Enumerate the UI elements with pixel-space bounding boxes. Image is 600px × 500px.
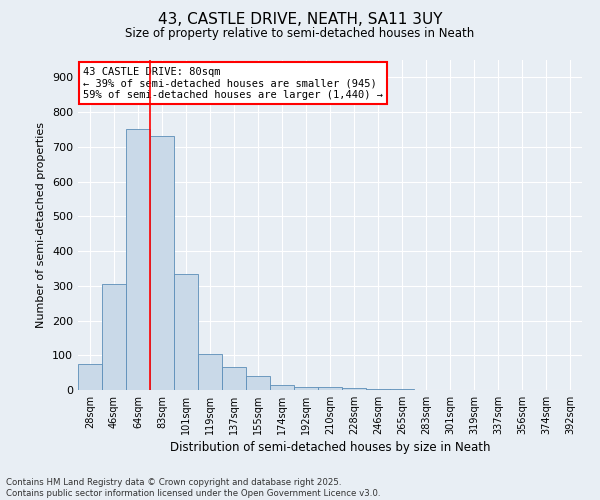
Bar xyxy=(270,385,294,390)
Bar xyxy=(78,364,102,390)
Bar xyxy=(126,130,150,390)
Bar xyxy=(174,274,198,390)
Bar xyxy=(150,136,174,390)
Bar xyxy=(342,388,366,390)
Bar xyxy=(294,386,318,390)
Y-axis label: Number of semi-detached properties: Number of semi-detached properties xyxy=(37,122,46,328)
Bar xyxy=(246,376,270,390)
X-axis label: Distribution of semi-detached houses by size in Neath: Distribution of semi-detached houses by … xyxy=(170,441,490,454)
Text: 43 CASTLE DRIVE: 80sqm
← 39% of semi-detached houses are smaller (945)
59% of se: 43 CASTLE DRIVE: 80sqm ← 39% of semi-det… xyxy=(83,66,383,100)
Bar xyxy=(366,389,390,390)
Bar xyxy=(102,284,126,390)
Bar xyxy=(318,387,342,390)
Bar xyxy=(198,354,222,390)
Text: 43, CASTLE DRIVE, NEATH, SA11 3UY: 43, CASTLE DRIVE, NEATH, SA11 3UY xyxy=(158,12,442,28)
Text: Contains HM Land Registry data © Crown copyright and database right 2025.
Contai: Contains HM Land Registry data © Crown c… xyxy=(6,478,380,498)
Bar xyxy=(222,368,246,390)
Text: Size of property relative to semi-detached houses in Neath: Size of property relative to semi-detach… xyxy=(125,28,475,40)
